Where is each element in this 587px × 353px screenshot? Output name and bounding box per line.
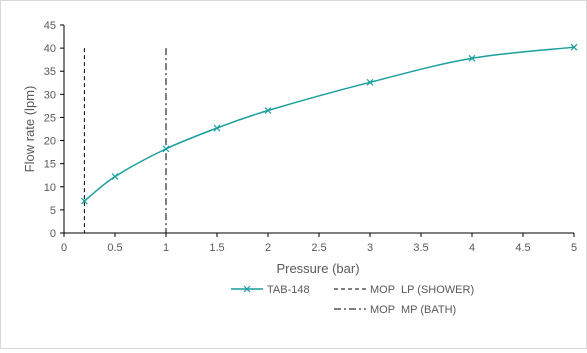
reference-lines-layer (83, 48, 167, 233)
point-marker-stroke (264, 107, 272, 114)
series-layer (80, 43, 578, 205)
point-marker-stroke (80, 197, 88, 205)
data-point (468, 54, 476, 62)
y-tick-label: 40 (44, 43, 56, 55)
point-marker-stroke (366, 78, 374, 86)
data-point (366, 78, 374, 86)
y-tick-label: 15 (44, 159, 56, 171)
x-tick-label: 4 (469, 242, 475, 254)
point-marker-stroke (111, 173, 119, 181)
data-point (213, 124, 221, 132)
legend-label: MOP LP (SHOWER) (370, 284, 474, 296)
y-tick-label: 25 (44, 112, 56, 124)
y-tick-label: 20 (44, 136, 56, 148)
x-tick-label: 0.5 (107, 242, 122, 254)
data-point (80, 197, 88, 205)
point-marker-stroke (213, 124, 221, 132)
legend-label: TAB-148 (267, 284, 310, 296)
x-tick-label: 1 (163, 242, 169, 254)
x-tick-label: 2 (265, 242, 271, 254)
x-axis-title: Pressure (bar) (276, 261, 359, 276)
x-tick-label: 4.5 (515, 242, 530, 254)
series-line-0 (83, 46, 575, 202)
axes-layer: 0 5 10 15 20 25 30 35 40 45 0 0.5 1 1.5 2 2.5 3 3.5 4 4.5 5 (44, 20, 577, 254)
legend-label: MOP MP (BATH) (370, 304, 456, 316)
data-point (162, 145, 170, 153)
point-marker-stroke (570, 43, 578, 51)
data-point (111, 173, 119, 181)
y-tick-label: 10 (44, 182, 56, 194)
point-marker-stroke (468, 54, 476, 62)
data-point (570, 43, 578, 51)
y-tick-label: 35 (44, 66, 56, 78)
y-tick-label: 30 (44, 89, 56, 101)
x-tick-label: 3 (367, 242, 373, 254)
x-tick-label: 0 (61, 242, 67, 254)
x-tick-label: 5 (571, 242, 577, 254)
legend-swatch-marker (243, 285, 251, 293)
legend-item-reference-1: MOP MP (BATH) (334, 304, 456, 316)
x-tick-label: 3.5 (413, 242, 428, 254)
x-tick-label: 1.5 (209, 242, 224, 254)
y-tick-label: 5 (50, 205, 56, 217)
y-axis-title: Flow rate (lpm) (22, 86, 37, 173)
point-marker-stroke (162, 145, 170, 153)
data-point (264, 107, 272, 114)
legend-item-series: TAB-148 (231, 284, 310, 296)
y-tick-label: 45 (44, 20, 56, 32)
y-tick-label: 0 (50, 228, 56, 240)
legend-item-reference-0: MOP LP (SHOWER) (334, 284, 474, 296)
x-tick-label: 2.5 (311, 242, 326, 254)
legend-layer: TAB-148 MOP LP (SHOWER) MOP MP (BATH) (231, 284, 474, 316)
